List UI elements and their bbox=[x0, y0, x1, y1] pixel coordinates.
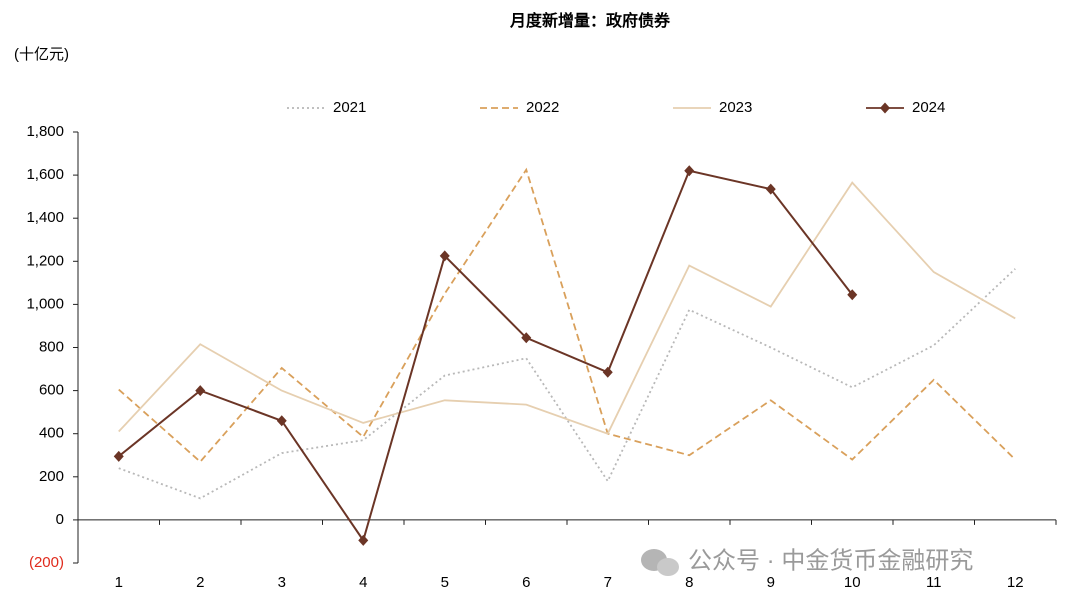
x-tick-label: 7 bbox=[604, 574, 612, 591]
data-point bbox=[439, 250, 450, 262]
data-point bbox=[276, 415, 287, 427]
data-point bbox=[113, 450, 124, 462]
legend-label: 2024 bbox=[912, 99, 945, 116]
x-tick-label: 9 bbox=[767, 574, 775, 591]
x-tick-label: 5 bbox=[441, 574, 449, 591]
legend-label: 2023 bbox=[719, 99, 752, 116]
y-tick-label: 1,800 bbox=[26, 123, 64, 140]
y-tick-label: 1,400 bbox=[26, 209, 64, 226]
y-axis-label: (十亿元) bbox=[14, 46, 69, 63]
y-tick-label: (200) bbox=[29, 554, 64, 571]
legend-marker bbox=[880, 102, 890, 114]
x-tick-label: 12 bbox=[1007, 574, 1024, 591]
legend-label: 2022 bbox=[526, 99, 559, 116]
watermark-icon bbox=[641, 549, 679, 576]
x-tick-label: 11 bbox=[926, 574, 942, 591]
x-tick-label: 6 bbox=[522, 574, 530, 591]
legend-label: 2021 bbox=[333, 99, 366, 116]
y-tick-label: 600 bbox=[39, 382, 64, 399]
y-tick-label: 800 bbox=[39, 338, 64, 355]
y-tick-label: 200 bbox=[39, 468, 64, 485]
data-point bbox=[195, 385, 206, 397]
series-line bbox=[118, 181, 1016, 435]
x-tick-label: 4 bbox=[359, 574, 367, 591]
data-point bbox=[602, 366, 613, 378]
data-point bbox=[358, 534, 369, 546]
x-tick-label: 1 bbox=[115, 574, 123, 591]
x-tick-label: 10 bbox=[844, 574, 861, 591]
y-tick-label: 1,600 bbox=[26, 166, 64, 183]
x-tick-label: 8 bbox=[685, 574, 693, 591]
data-point bbox=[765, 183, 776, 195]
data-point bbox=[684, 165, 695, 177]
watermark: 公众号 · 中金货币金融研究 bbox=[688, 547, 973, 574]
chart-title: 月度新增量：政府债券 bbox=[509, 11, 671, 30]
icon-bubble bbox=[657, 558, 679, 576]
data-point bbox=[847, 289, 858, 301]
y-tick-label: 0 bbox=[56, 511, 64, 528]
y-tick-label: 1,000 bbox=[26, 295, 64, 312]
y-tick-label: 400 bbox=[39, 425, 64, 442]
y-tick-label: 1,200 bbox=[26, 252, 64, 269]
data-point bbox=[521, 332, 532, 344]
x-tick-label: 3 bbox=[278, 574, 286, 591]
x-tick-label: 2 bbox=[196, 574, 204, 591]
series-line bbox=[118, 169, 854, 543]
